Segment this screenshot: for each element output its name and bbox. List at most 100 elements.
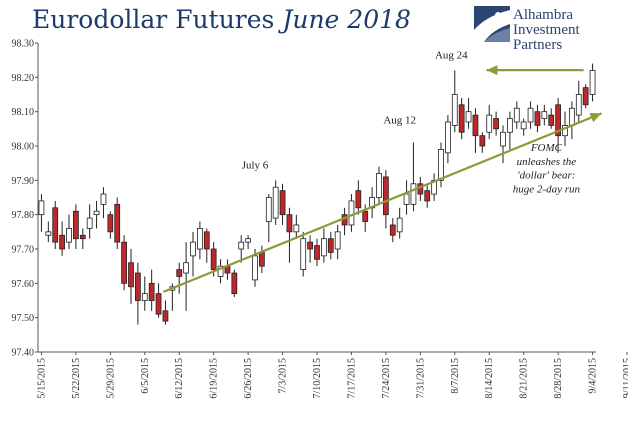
trend-line xyxy=(162,112,602,293)
x-ticks: 5/15/2015 5/22/2015 5/29/2015 6/5/2015 6/12/… xyxy=(36,352,628,399)
candle-body-up xyxy=(410,183,417,205)
candle-body-down xyxy=(155,293,162,315)
candle-body-down xyxy=(259,252,265,267)
candle-body-up xyxy=(348,200,355,226)
candle-body-up xyxy=(520,121,527,130)
candle-body-up xyxy=(183,262,189,274)
candle xyxy=(86,204,93,239)
candle-body-down xyxy=(114,203,121,243)
candle-body-up xyxy=(575,94,582,116)
chart-title: Eurodollar Futures June 2018 xyxy=(32,5,411,34)
candle xyxy=(259,245,265,274)
candle-body-down xyxy=(59,234,65,250)
candle-body-up xyxy=(376,173,382,198)
candle-body-up xyxy=(562,125,568,137)
candle xyxy=(300,231,307,277)
candle xyxy=(203,228,210,263)
candle-body-down xyxy=(135,272,141,301)
candle-body-down xyxy=(148,282,155,301)
candle xyxy=(265,194,272,243)
candle-body-down xyxy=(286,214,293,233)
candle-body-down xyxy=(355,190,362,209)
candle-body-down xyxy=(582,87,589,106)
candle-body-up xyxy=(321,238,327,257)
trend-arrow xyxy=(162,112,602,293)
candle xyxy=(45,221,52,243)
candle-body-up xyxy=(238,241,245,250)
logo-line-3: Partners xyxy=(513,37,562,53)
candle xyxy=(141,276,148,311)
candle xyxy=(183,242,189,311)
candle xyxy=(79,228,86,249)
candle-body-up xyxy=(334,231,341,250)
x-tick-label: 7/3/2015 xyxy=(278,358,289,394)
y-tick-label: 97.50 xyxy=(12,313,35,324)
annotation-label: huge 2-day run xyxy=(513,183,581,195)
candle-body-up xyxy=(66,227,72,243)
candle-body-down xyxy=(548,114,555,126)
candle-body-down xyxy=(162,310,169,322)
candle xyxy=(396,207,403,239)
candle-body-down xyxy=(128,262,134,288)
candle-body-down xyxy=(203,231,210,250)
candle-body-down xyxy=(458,104,465,133)
candle xyxy=(513,101,520,129)
y-tick-label: 98.10 xyxy=(12,107,35,118)
candle xyxy=(217,259,224,284)
y-tick-label: 98.30 xyxy=(12,39,35,50)
candle-body-down xyxy=(210,248,217,271)
candle xyxy=(569,101,575,140)
candle xyxy=(369,187,375,219)
candle xyxy=(135,262,141,325)
candle xyxy=(424,183,431,208)
y-tick-label: 97.60 xyxy=(12,279,35,290)
annotation-label: July 6 xyxy=(242,159,269,171)
y-tick-label: 97.80 xyxy=(12,210,35,221)
candle xyxy=(114,197,121,249)
candle xyxy=(279,183,286,225)
candle-body-up xyxy=(527,107,534,123)
candle xyxy=(541,104,548,126)
candle-body-up xyxy=(431,179,437,195)
candle-body-up xyxy=(252,255,258,281)
x-tick-label: 9/4/2015 xyxy=(588,358,599,394)
candle-body-up xyxy=(190,241,196,257)
candle xyxy=(224,259,231,280)
candle-body-down xyxy=(176,269,183,277)
y-tick-label: 97.90 xyxy=(12,176,35,187)
candle xyxy=(307,235,313,263)
x-tick-label: 9/11/2015 xyxy=(622,358,628,398)
candle xyxy=(334,224,341,260)
x-tick-label: 5/22/2015 xyxy=(71,358,82,399)
x-tick-label: 7/17/2015 xyxy=(346,358,357,399)
candle-body-down xyxy=(327,238,334,253)
candle-body-down xyxy=(52,207,59,243)
annotation-label: Aug 24 xyxy=(435,49,468,61)
candle-body-down xyxy=(362,210,369,222)
candle xyxy=(534,104,541,133)
candle-body-up xyxy=(217,265,224,277)
candle xyxy=(555,97,561,153)
candle-body-up xyxy=(507,118,513,133)
candle xyxy=(507,111,513,150)
candle xyxy=(575,80,582,122)
candle xyxy=(327,231,334,260)
candle xyxy=(107,211,114,239)
x-tick-label: 6/12/2015 xyxy=(174,358,185,399)
candle xyxy=(431,173,437,201)
candle xyxy=(383,170,389,229)
candle xyxy=(176,262,183,294)
candle xyxy=(493,111,499,136)
chart-title-italic: June 2018 xyxy=(277,5,411,34)
candle-body-down xyxy=(121,241,127,284)
candle xyxy=(520,118,527,136)
candle-body-down xyxy=(424,190,431,202)
candle xyxy=(376,166,382,205)
candle-body-up xyxy=(403,193,410,205)
candle-body-up xyxy=(438,149,444,181)
candle-body-up xyxy=(100,193,107,205)
candle-body-up xyxy=(272,186,279,219)
candle xyxy=(589,63,596,102)
y-ticks: 97.40 97.50 97.60 97.70 97.80 97.90 98.00 98.10… xyxy=(12,39,38,359)
candle xyxy=(355,180,362,215)
